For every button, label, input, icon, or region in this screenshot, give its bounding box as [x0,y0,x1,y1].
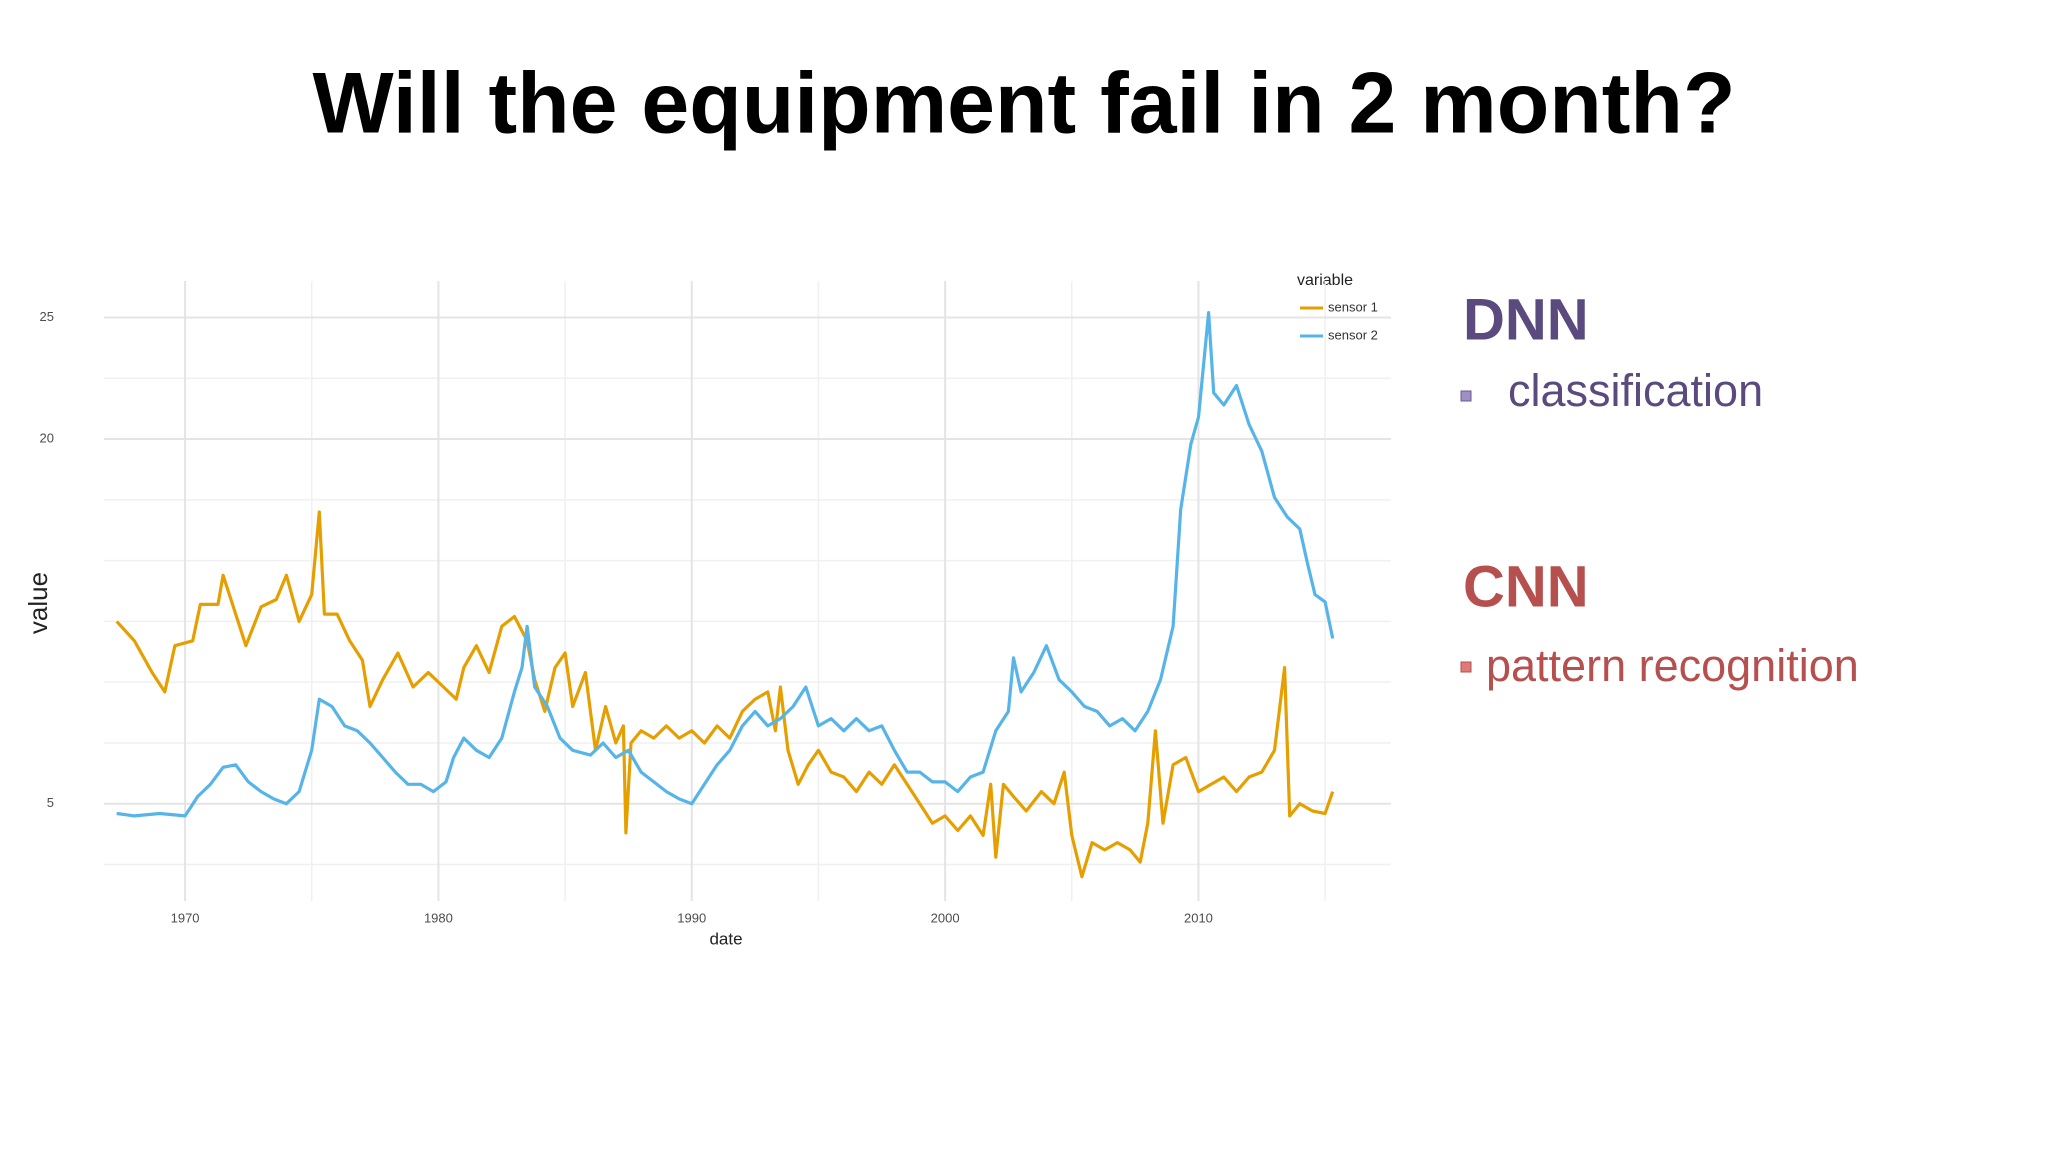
bullet [1460,390,1472,402]
note-bullet: classification [1508,365,1763,416]
slide-title: Will the equipment fail in 2 month? [313,56,1736,152]
x-tick-label: 2010 [1184,910,1213,925]
note-heading: CNN [1463,554,1589,619]
bullet [1460,661,1472,673]
legend-label: sensor 1 [1328,299,1378,314]
x-tick-label: 1970 [171,910,200,925]
data-line [115,510,1335,879]
plot: 5 20 25 1970 1980 1990 2000 2010 sensor 1 sensor … [40,281,1391,925]
y-tick-label: 5 [47,795,54,810]
y-tick-label: 20 [40,430,54,445]
y-tick-label: 25 [40,309,54,324]
legend-title: variable [1297,272,1353,289]
note-heading: DNN [1463,287,1589,352]
data-line [116,311,1335,818]
y-axis-label: value [23,572,53,634]
x-tick-label: 1990 [677,910,706,925]
note-bullet: pattern recognition [1486,640,1859,691]
x-axis-label: date [709,929,742,948]
x-tick-label: 1980 [424,910,453,925]
x-tick-label: 2000 [931,910,960,925]
legend-label: sensor 2 [1328,327,1378,342]
